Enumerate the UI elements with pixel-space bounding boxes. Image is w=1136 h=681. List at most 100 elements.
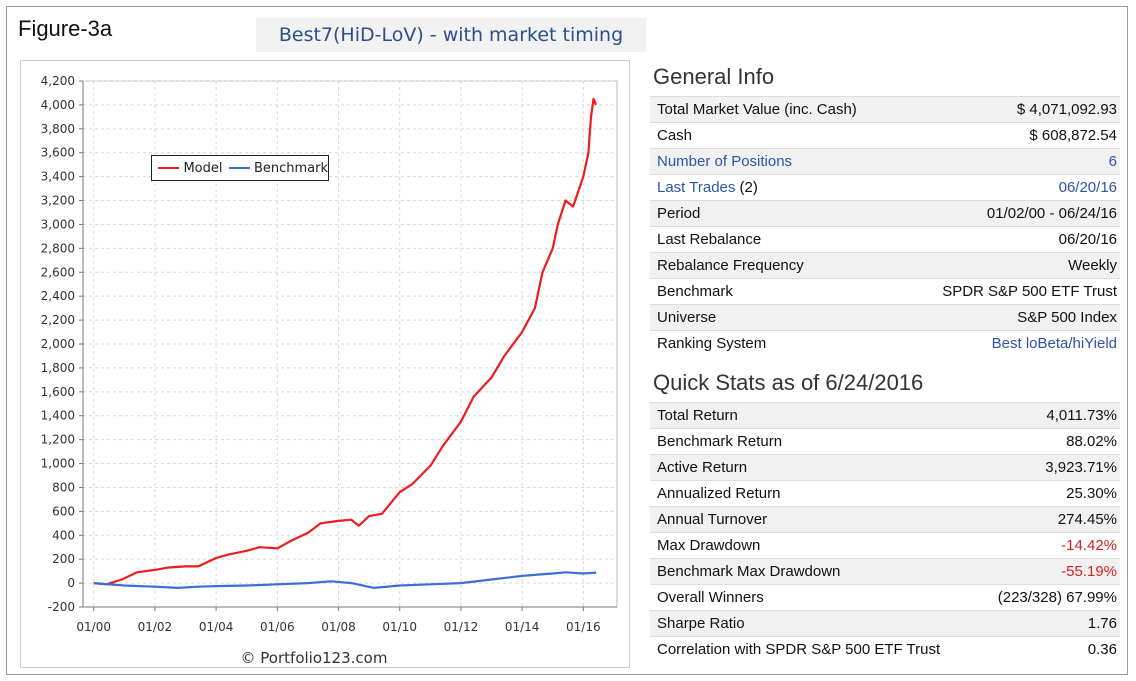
y-tick-label: 1,400 xyxy=(41,409,75,423)
y-tick-label: 3,400 xyxy=(41,170,75,184)
line-chart: -200 0 200 400 600 800 1,000 1,200 1,400 1,600 1,8… xyxy=(41,74,618,667)
quick-stats-row-label: Correlation with SPDR S&P 500 ETF Trust xyxy=(657,637,940,662)
general-info-row-label-text: Cash xyxy=(657,127,693,144)
y-tick-label: 4,000 xyxy=(41,98,75,112)
quick-stats-row: Sharpe Ratio 1.76 xyxy=(650,610,1120,636)
quick-stats-row: Benchmark Return 88.02% xyxy=(650,428,1120,454)
quick-stats-title: Quick Stats as of 6/24/2016 xyxy=(653,370,924,395)
y-tick-label: 2,600 xyxy=(41,265,75,279)
info-panel: General Info Total Market Value (inc. Ca… xyxy=(650,60,1120,662)
quick-stats-row-value: 3,923.71% xyxy=(1045,459,1117,476)
y-tick-label: 2,400 xyxy=(41,289,75,303)
quick-stats-row-label: Max Drawdown xyxy=(657,533,760,558)
y-tick-label: 3,600 xyxy=(41,146,75,160)
quick-stats-row-value: -55.19% xyxy=(1061,563,1117,580)
quick-stats-row-value: -14.42% xyxy=(1061,537,1117,554)
general-info-row-value[interactable]: 6 xyxy=(1108,153,1117,170)
general-info-row-label: Last Rebalance xyxy=(657,227,761,252)
quick-stats-row-value: 88.02% xyxy=(1066,433,1117,450)
general-info-row[interactable]: Number of Positions 6 xyxy=(650,148,1120,174)
quick-stats-row-label-text: Sharpe Ratio xyxy=(657,615,745,632)
y-tick-label: 800 xyxy=(52,480,75,494)
y-tick-label: 200 xyxy=(52,552,75,566)
x-tick-label: 01/14 xyxy=(505,620,540,634)
figure-title: Best7(HiD-LoV) - with market timing xyxy=(256,18,646,52)
figure-label: Figure-3a xyxy=(18,16,113,41)
general-info-row-label-text: Universe xyxy=(657,309,717,326)
quick-stats-row-value: 274.45% xyxy=(1057,511,1117,528)
y-tick-label: 1,200 xyxy=(41,433,75,447)
quick-stats-row-value: 25.30% xyxy=(1066,485,1117,502)
y-tick-label: 2,800 xyxy=(41,241,75,255)
general-info-title: General Info xyxy=(653,64,775,89)
general-info-row-label: Period xyxy=(657,201,700,226)
legend-swatch-model xyxy=(158,167,180,169)
quick-stats-row-label: Benchmark Max Drawdown xyxy=(657,559,840,584)
x-tick-label: 01/06 xyxy=(260,620,295,634)
general-info-row-value[interactable]: Best loBeta/hiYield xyxy=(991,335,1117,352)
quick-stats-row-label-text: Correlation with SPDR S&P 500 ETF Trust xyxy=(657,641,941,658)
general-info-row: Period 01/02/00 - 06/24/16 xyxy=(650,200,1120,226)
quick-stats-row-label-text: Annual Turnover xyxy=(657,511,768,528)
general-info-row: Universe S&P 500 Index xyxy=(650,304,1120,330)
watermark: © Portfolio123.com xyxy=(241,649,388,667)
quick-stats-row: Correlation with SPDR S&P 500 ETF Trust 0… xyxy=(650,636,1120,662)
legend-swatch-benchmark xyxy=(228,167,250,169)
y-tick-label: 1,800 xyxy=(41,361,75,375)
y-tick-label: -200 xyxy=(48,600,75,614)
general-info-row-label-text: Rebalance Frequency xyxy=(657,257,804,274)
quick-stats-row-value: (223/328) 67.99% xyxy=(997,589,1117,606)
general-info-row-value: S&P 500 Index xyxy=(1017,309,1117,326)
quick-stats-row-label: Overall Winners xyxy=(657,585,764,610)
general-info-row-value: $ 608,872.54 xyxy=(1029,127,1117,144)
general-info-row: Total Market Value (inc. Cash) $ 4,071,09… xyxy=(650,96,1120,122)
general-info-row-value: Weekly xyxy=(1068,257,1117,274)
y-tick-label: 4,200 xyxy=(41,74,75,88)
quick-stats-row-value: 1.76 xyxy=(1087,615,1117,632)
legend-label-model: Model xyxy=(183,160,223,176)
quick-stats-table: Total Return 4,011.73% Benchmark Return 88.… xyxy=(650,402,1120,662)
chart-legend: Model Benchmark xyxy=(151,155,329,181)
quick-stats-row: Total Return 4,011.73% xyxy=(650,402,1120,428)
y-tick-label: 600 xyxy=(52,504,75,518)
general-info-row-label-text: Period xyxy=(657,205,701,222)
quick-stats-row-label-text: Total Return xyxy=(657,407,738,424)
general-info-row-value[interactable]: 06/20/16 xyxy=(1058,179,1117,196)
quick-stats-row-label: Active Return xyxy=(657,455,747,480)
series-line-benchmark xyxy=(93,571,597,589)
general-info-row[interactable]: Ranking System Best loBeta/hiYield xyxy=(650,330,1120,356)
general-info-row[interactable]: Last Trades (2) 06/20/16 xyxy=(650,174,1120,200)
quick-stats-row-label: Annualized Return xyxy=(657,481,780,506)
general-info-row-label-text[interactable]: Last Trades xyxy=(657,179,736,196)
general-info-row-value: $ 4,071,092.93 xyxy=(1016,101,1117,118)
general-info-row-label[interactable]: Last Trades (2) xyxy=(657,175,758,200)
general-info-table: Total Market Value (inc. Cash) $ 4,071,09… xyxy=(650,96,1120,356)
quick-stats-row-label-text: Benchmark Max Drawdown xyxy=(657,563,841,580)
general-info-row-label: Universe xyxy=(657,305,716,330)
quick-stats-row: Benchmark Max Drawdown -55.19% xyxy=(650,558,1120,584)
quick-stats-row-label-text: Annualized Return xyxy=(657,485,781,502)
general-info-row-label[interactable]: Number of Positions xyxy=(657,149,792,174)
general-info-row: Rebalance Frequency Weekly xyxy=(650,252,1120,278)
quick-stats-row: Overall Winners (223/328) 67.99% xyxy=(650,584,1120,610)
quick-stats-row-label-text: Active Return xyxy=(657,459,748,476)
general-info-row-label-suffix: (2) xyxy=(735,179,758,196)
legend-label-benchmark: Benchmark xyxy=(253,160,328,176)
x-tick-label: 01/08 xyxy=(321,620,356,634)
general-info-row-label-text: Total Market Value (inc. Cash) xyxy=(657,101,857,118)
y-tick-label: 1,600 xyxy=(41,385,75,399)
general-info-row: Last Rebalance 06/20/16 xyxy=(650,226,1120,252)
series-line-model xyxy=(93,97,598,586)
quick-stats-row-label: Sharpe Ratio xyxy=(657,611,745,636)
quick-stats-row-label-text: Overall Winners xyxy=(657,589,764,606)
general-info-row-label-text: Benchmark xyxy=(657,283,733,300)
general-info-row-label: Rebalance Frequency xyxy=(657,253,804,278)
x-tick-label: 01/12 xyxy=(444,620,479,634)
general-info-row: Benchmark SPDR S&P 500 ETF Trust xyxy=(650,278,1120,304)
x-tick-label: 01/00 xyxy=(76,620,111,634)
general-info-row-label-text[interactable]: Number of Positions xyxy=(657,153,793,170)
quick-stats-row-value: 4,011.73% xyxy=(1046,407,1117,424)
quick-stats-row-label: Annual Turnover xyxy=(657,507,767,532)
general-info-row-label-text: Ranking System xyxy=(657,335,767,352)
quick-stats-row-value: 0.36 xyxy=(1087,641,1117,658)
